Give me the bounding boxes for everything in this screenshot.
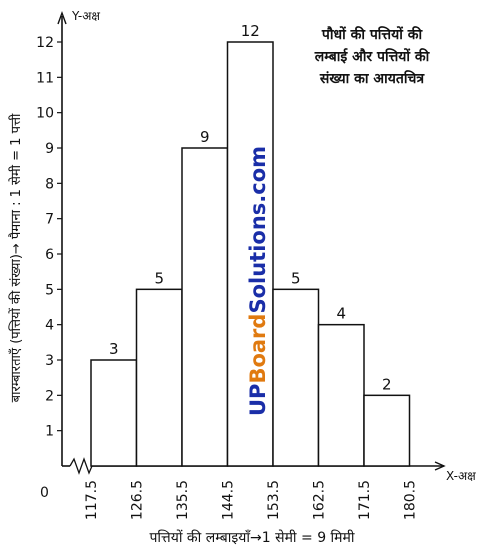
x-axis-arrow <box>434 461 446 471</box>
chart-title-line-1: पौधों की पत्तियों की <box>321 26 424 43</box>
y-axis-label: बारम्बारताएँ (पत्तियों की संख्या)→ पैमान… <box>8 113 24 402</box>
bars <box>90 41 411 467</box>
watermark-part-board: Board <box>246 314 270 384</box>
y-tick-label: 11 <box>36 70 54 86</box>
y-tick-label: 7 <box>45 212 54 228</box>
histogram-bar <box>363 394 411 467</box>
watermark: UPBoardSolutions.com <box>246 146 270 416</box>
y-tick-label: 9 <box>45 141 54 157</box>
x-tick-label: 180.5 <box>403 480 419 520</box>
histogram-bar <box>226 41 274 467</box>
x-tick-label: 162.5 <box>312 480 328 520</box>
x-tick-label: 135.5 <box>175 480 191 520</box>
y-tick-label: 10 <box>36 106 54 122</box>
y-axis-name: Y-अक्ष <box>71 9 100 23</box>
x-tick-label: 126.5 <box>130 480 146 520</box>
bar-value-label: 9 <box>200 128 210 146</box>
chart-title-line-2: लम्बाई और पत्तियों की <box>314 48 431 65</box>
bar-value-label: 5 <box>291 269 301 287</box>
bar-value-label: 4 <box>336 305 346 323</box>
bar-value-labels: 3 5 9 12 5 4 2 <box>109 22 392 393</box>
y-tick-label: 1 <box>45 424 54 440</box>
histogram-bar <box>90 359 138 467</box>
histogram-bar <box>181 147 229 467</box>
histogram-bar <box>272 288 320 467</box>
y-tick-label: 3 <box>45 353 54 369</box>
x-tick-label: 144.5 <box>221 480 237 520</box>
bar-value-label: 2 <box>382 375 392 393</box>
x-tick-label: 117.5 <box>84 480 100 520</box>
x-tick-label: 171.5 <box>357 480 373 520</box>
x-axis-name: X-अक्ष <box>446 469 476 483</box>
x-tick-label: 153.5 <box>266 480 282 520</box>
y-tick-label: 2 <box>45 388 54 404</box>
y-axis-arrow <box>57 10 67 25</box>
bar-value-label: 12 <box>241 22 260 40</box>
y-tick-label: 8 <box>45 176 54 192</box>
chart-title-line-3: संख्या का आयतचित्र <box>319 70 425 87</box>
y-tick-label: 5 <box>45 282 54 298</box>
x-axis: 117.5 126.5 135.5 144.5 153.5 162.5 171.5 180.5 <box>62 457 446 520</box>
watermark-part-solutions: Solutions.com <box>246 146 270 314</box>
y-tick-label: 4 <box>45 318 54 334</box>
bar-value-label: 5 <box>154 269 164 287</box>
y-tick-label: 6 <box>45 247 54 263</box>
axis-break-zigzag <box>69 457 93 475</box>
histogram-bar <box>135 288 183 467</box>
histogram-bar <box>317 323 365 467</box>
bar-value-label: 3 <box>109 340 119 358</box>
x-axis-label: पत्तियों की लम्बाइयाँ→1 सेमी = 9 मिमी <box>149 529 354 546</box>
origin-label: 0 <box>40 485 49 501</box>
watermark-part-up: UP <box>246 384 270 416</box>
y-tick-label: 12 <box>36 35 54 51</box>
